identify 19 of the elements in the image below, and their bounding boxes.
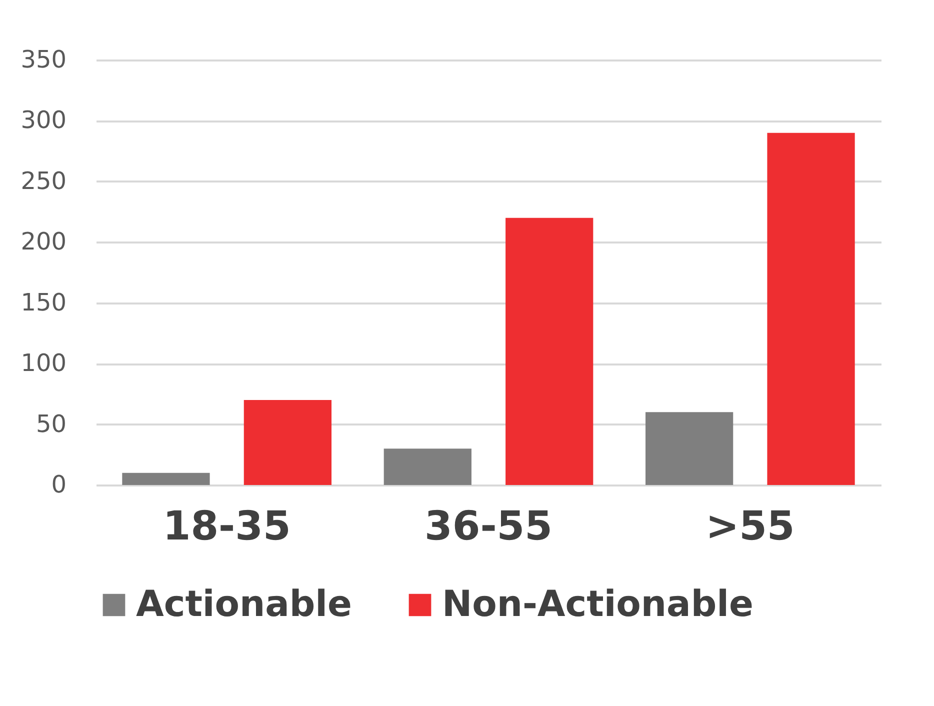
y-tick-label: 200 — [20, 228, 66, 256]
x-tick-label: >55 — [706, 504, 795, 550]
y-tick-label: 150 — [20, 288, 66, 316]
bar — [767, 132, 855, 485]
bar — [384, 448, 472, 485]
legend-label: Actionable — [136, 584, 352, 625]
y-tick-label: 250 — [20, 166, 66, 195]
legend-label: Non-Actionable — [442, 584, 754, 625]
y-tick-label: 0 — [51, 470, 66, 498]
y-tick-label: 300 — [20, 106, 66, 134]
bar — [646, 412, 734, 485]
x-tick-label: 18-35 — [162, 504, 291, 550]
bar — [506, 218, 594, 485]
bar — [244, 400, 332, 485]
y-tick-label: 50 — [36, 410, 66, 438]
bar — [122, 472, 210, 485]
y-tick-label: 350 — [20, 46, 66, 74]
y-tick-label: 100 — [20, 349, 66, 378]
x-tick-label: 36-55 — [424, 504, 552, 550]
